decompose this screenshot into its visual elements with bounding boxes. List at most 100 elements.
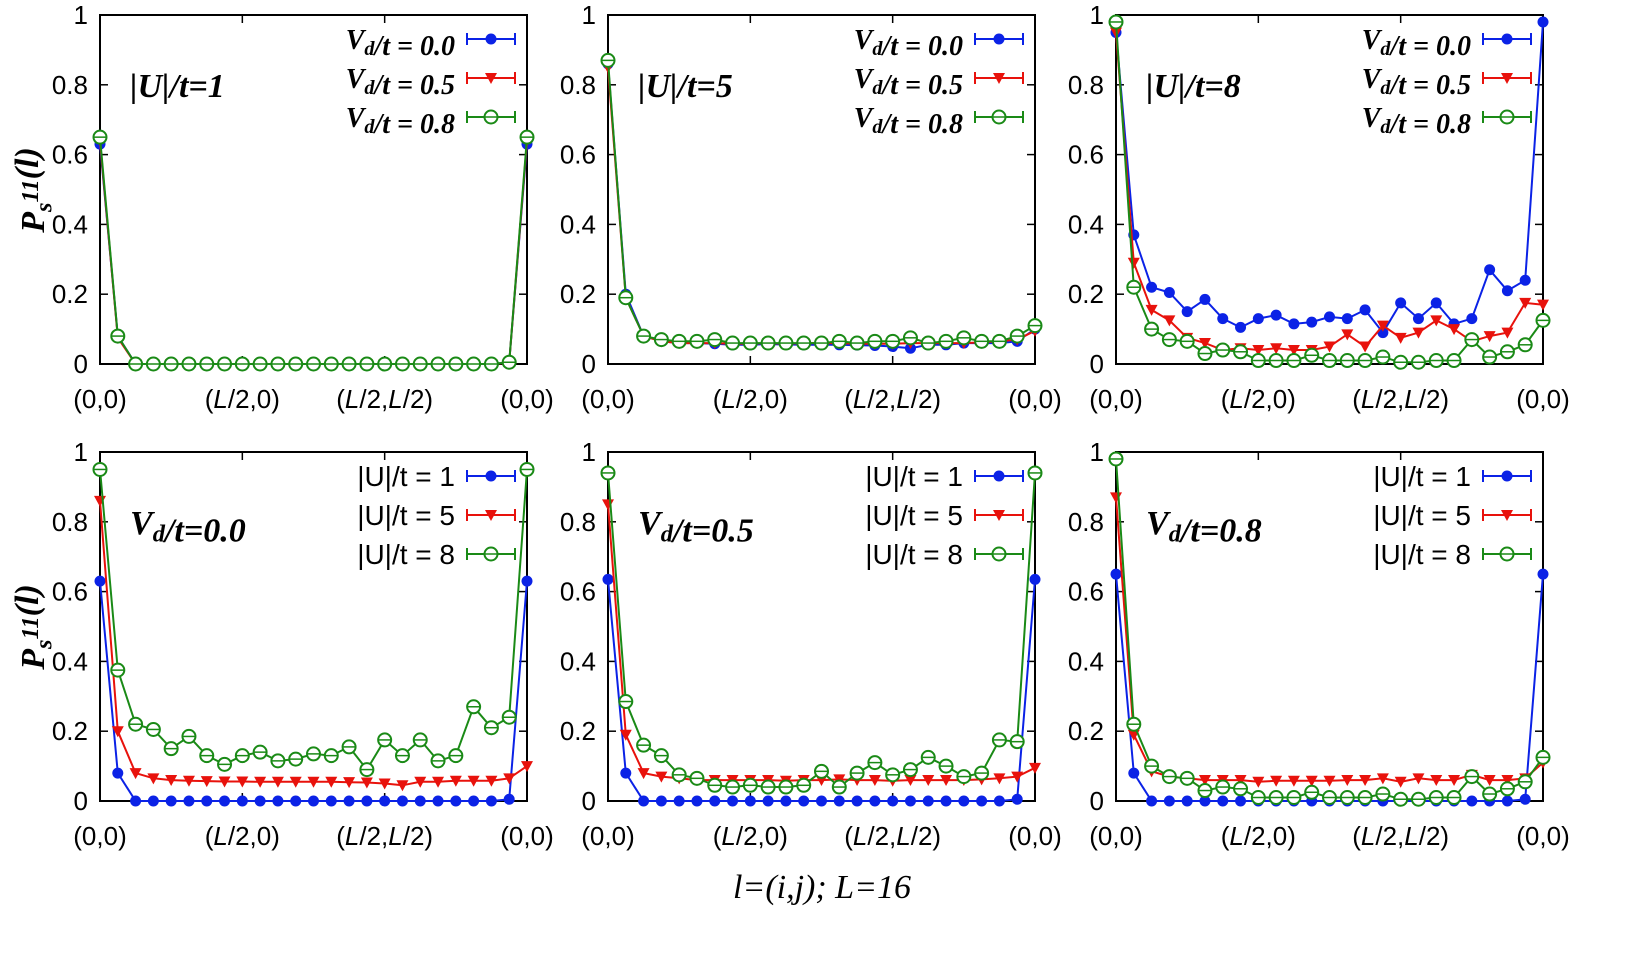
data-point	[288, 751, 304, 767]
data-point	[1305, 775, 1318, 787]
data-point	[780, 795, 792, 807]
legend-label: |U|/t = 1	[865, 461, 963, 492]
legend-marker	[991, 546, 1007, 562]
data-point	[359, 762, 375, 778]
data-point	[1339, 790, 1355, 806]
series-3	[92, 129, 535, 372]
data-point	[1233, 781, 1249, 797]
data-point	[94, 575, 106, 587]
series-line	[99, 140, 528, 365]
x-tick-label: (L/2,L/2)	[844, 384, 941, 414]
data-point	[1161, 332, 1177, 348]
x-tick-label: (L/2,L/2)	[336, 821, 433, 851]
data-point	[1359, 775, 1372, 787]
y-tick-label: 0.6	[560, 577, 596, 607]
data-point	[1181, 306, 1193, 318]
data-point	[271, 776, 284, 788]
legend-label: |U|/t = 8	[1373, 539, 1471, 570]
data-point	[1501, 327, 1514, 339]
data-point	[778, 779, 794, 795]
data-point	[1395, 297, 1407, 309]
plot-frame	[607, 14, 1036, 365]
series-2	[94, 135, 533, 370]
data-point	[254, 776, 267, 788]
x-tick-label: (0,0)	[1516, 821, 1569, 851]
data-point	[519, 461, 535, 477]
data-point	[466, 356, 482, 372]
y-tick-label: 0.8	[560, 70, 596, 100]
x-tick-label: (L/2,L/2)	[1352, 384, 1449, 414]
x-tick-label: (0,0)	[1516, 384, 1569, 414]
y-tick-label: 0.8	[1068, 507, 1104, 537]
data-point	[1412, 773, 1425, 785]
data-point	[1145, 304, 1158, 316]
x-tick-label: (L/2,0)	[205, 384, 280, 414]
data-point	[163, 741, 179, 757]
data-point	[1163, 795, 1175, 807]
series-line	[99, 137, 528, 365]
data-point	[199, 748, 215, 764]
panel-4: 0 0.2 0.4 0.6 0.8 1 (0,0) (L/2,0) (L/2,L/2) (0,0)…	[52, 437, 554, 851]
data-point	[1501, 285, 1513, 297]
data-point	[885, 333, 901, 349]
data-point	[938, 758, 954, 774]
data-point	[1235, 321, 1247, 333]
y-tick-label: 0	[74, 349, 88, 379]
data-point	[503, 773, 516, 785]
data-point	[1198, 775, 1211, 787]
series-line	[1115, 574, 1544, 802]
data-point	[1110, 492, 1122, 504]
data-point	[1446, 353, 1462, 369]
data-point	[671, 767, 687, 783]
data-point	[308, 795, 319, 807]
y-tick-label: 0.6	[1068, 577, 1104, 607]
data-point	[1029, 762, 1041, 774]
legend-marker	[1501, 470, 1513, 482]
series-1	[1110, 16, 1549, 339]
data-point	[1519, 274, 1531, 286]
data-point	[727, 795, 739, 807]
x-tick-label: (L/2,0)	[205, 821, 280, 851]
data-point	[183, 795, 195, 807]
data-point	[323, 356, 339, 372]
data-point	[377, 732, 393, 748]
data-point	[1011, 793, 1023, 805]
series-line	[1115, 458, 1544, 801]
data-point	[270, 753, 286, 769]
x-tick-label: (0,0)	[581, 821, 634, 851]
data-point	[1027, 465, 1043, 481]
data-point	[1537, 16, 1549, 28]
data-point	[1215, 779, 1231, 795]
y-tick-label: 0.4	[560, 646, 596, 676]
data-point	[289, 776, 302, 788]
data-point	[252, 356, 268, 372]
data-point	[432, 795, 444, 807]
data-point	[343, 795, 355, 807]
y-tick-label: 0.4	[560, 209, 596, 239]
legend-label: Vd/t = 0.8	[346, 103, 455, 140]
data-point	[129, 768, 142, 780]
legend-label: |U|/t = 8	[357, 539, 455, 570]
data-point	[1499, 344, 1515, 360]
data-point	[618, 290, 634, 306]
data-point	[341, 356, 357, 372]
data-point	[1270, 775, 1283, 787]
data-point	[673, 795, 685, 807]
data-point	[1537, 299, 1549, 311]
data-point	[217, 756, 233, 772]
data-point	[1393, 791, 1409, 807]
x-tick-label: (0,0)	[1089, 384, 1142, 414]
data-point	[920, 335, 936, 351]
data-point	[1357, 353, 1373, 369]
data-point	[1250, 353, 1266, 369]
data-point	[112, 767, 124, 779]
data-point	[1357, 790, 1373, 806]
data-point	[885, 767, 901, 783]
data-point	[1146, 281, 1158, 293]
data-point	[1181, 795, 1193, 807]
data-point	[234, 748, 250, 764]
legend-marker	[993, 73, 1005, 84]
data-point	[1430, 775, 1443, 787]
y-tick-label: 0.4	[52, 209, 88, 239]
data-point	[638, 795, 650, 807]
